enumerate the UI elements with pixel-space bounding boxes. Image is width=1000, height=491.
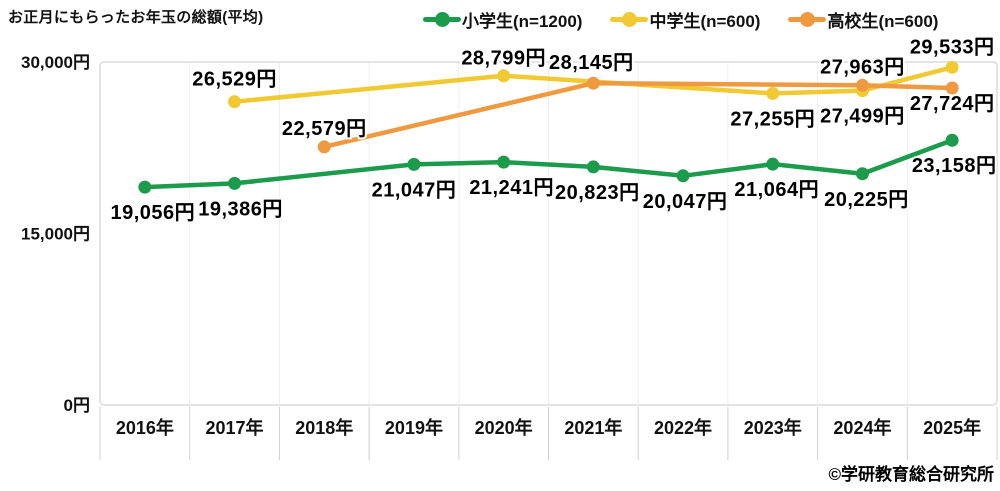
data-label: 27,963円	[820, 56, 905, 78]
data-point	[317, 140, 331, 154]
data-point	[586, 160, 600, 174]
x-tick-label: 2024年	[833, 417, 891, 438]
x-tick-label: 2016年	[116, 417, 174, 438]
data-label: 19,056円	[111, 202, 196, 224]
data-label: 27,255円	[730, 108, 815, 130]
x-tick-label: 2021年	[564, 417, 622, 438]
data-point	[228, 176, 242, 190]
data-point	[138, 180, 152, 194]
x-tick-label: 2025年	[923, 417, 981, 438]
y-tick-label: 30,000円	[21, 53, 90, 72]
data-point	[228, 95, 242, 109]
data-point	[855, 78, 869, 92]
legend-item-junior-high: 中学生(n=600)	[610, 7, 760, 32]
legend-line-dot-icon	[788, 12, 827, 27]
data-label: 20,823円	[555, 182, 640, 204]
x-tick-label: 2023年	[744, 417, 802, 438]
data-label: 27,724円	[910, 93, 995, 115]
data-label: 26,529円	[192, 69, 277, 91]
data-point	[945, 60, 959, 74]
data-label: 21,047円	[372, 179, 457, 201]
data-point	[766, 86, 780, 100]
data-label: 29,533円	[910, 36, 995, 58]
x-tick-label: 2018年	[295, 417, 353, 438]
legend-label: 中学生(n=600)	[649, 12, 761, 31]
y-tick-label: 15,000円	[21, 225, 90, 244]
legend-line-dot-icon	[423, 12, 461, 27]
legend-label: 小学生(n=1200)	[462, 12, 583, 31]
data-point	[766, 157, 780, 171]
legend-item-high-school: 高校生(n=600)	[788, 7, 938, 32]
data-label: 27,499円	[820, 106, 905, 128]
legend-item-elementary: 小学生(n=1200)	[423, 7, 582, 32]
data-label: 28,145円	[549, 52, 634, 74]
data-point	[945, 81, 959, 95]
x-tick-label: 2022年	[654, 417, 712, 438]
data-label: 21,064円	[734, 179, 819, 201]
data-point	[855, 167, 869, 181]
x-tick-label: 2019年	[385, 417, 443, 438]
data-point	[586, 76, 600, 90]
data-point	[676, 169, 690, 183]
legend-label: 高校生(n=600)	[827, 12, 939, 31]
data-label: 19,386円	[198, 198, 283, 220]
data-label: 20,225円	[824, 189, 909, 211]
y-tick-label: 0円	[64, 396, 90, 415]
chart-title: お正月にもらったお年玉の総額(平均)	[8, 9, 264, 26]
x-tick-label: 2020年	[475, 417, 533, 438]
data-label: 23,158円	[912, 155, 997, 177]
legend: 小学生(n=1200) 中学生(n=600) 高校生(n=600)	[423, 7, 938, 32]
data-point	[945, 133, 959, 147]
x-tick-label: 2017年	[206, 417, 264, 438]
data-point	[497, 69, 511, 83]
plot-border	[99, 61, 998, 406]
copyright-notice: ©学研教育総合研究所	[828, 465, 994, 484]
data-label: 28,799円	[461, 48, 546, 70]
data-point	[497, 155, 511, 169]
series-line	[322, 80, 955, 150]
legend-line-dot-icon	[610, 12, 649, 27]
data-label: 22,579円	[282, 118, 367, 140]
data-label: 20,047円	[643, 191, 728, 213]
data-label: 21,241円	[469, 177, 554, 199]
data-point	[407, 157, 421, 171]
